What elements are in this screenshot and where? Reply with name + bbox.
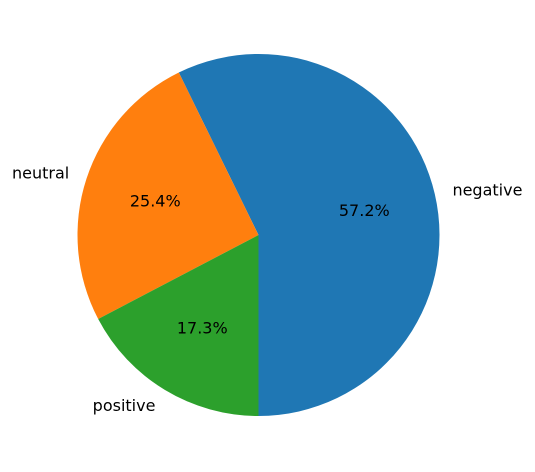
percentage-labels: 57.2% 25.4% 17.3% xyxy=(130,192,390,338)
category-label-positive: positive xyxy=(93,396,156,415)
percentage-label-neutral: 25.4% xyxy=(130,192,181,211)
pie-slice-negative xyxy=(178,54,440,416)
pie-slices xyxy=(77,54,440,417)
pie-slice-neutral xyxy=(77,72,259,320)
category-label-neutral: neutral xyxy=(12,164,69,183)
percentage-label-negative: 57.2% xyxy=(339,201,390,220)
percentage-label-positive: 17.3% xyxy=(177,318,228,337)
category-label-negative: negative xyxy=(452,180,522,199)
category-labels: negative neutral positive xyxy=(12,164,522,415)
pie-slice-positive xyxy=(98,235,259,417)
